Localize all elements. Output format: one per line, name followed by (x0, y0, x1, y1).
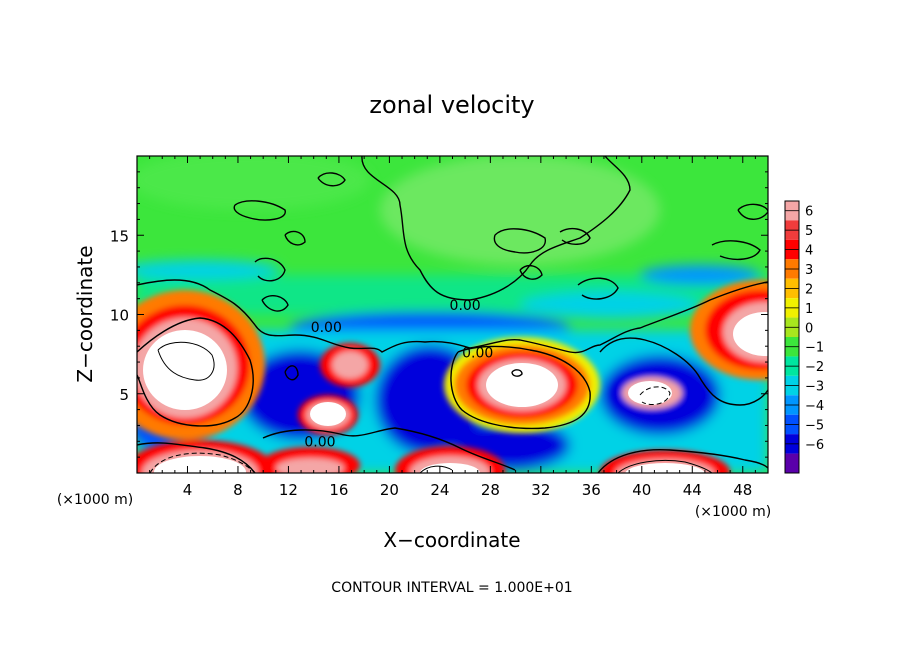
x-tick-label: 24 (430, 481, 449, 499)
x-tick-label: 12 (279, 481, 298, 499)
contour-label: 0.00 (462, 346, 493, 362)
colorbar: 6 5 4 3 2 1 0 −1 −2 −3 −4 −5 −6 (784, 200, 824, 474)
x-axis: 4 8 12 16 20 24 28 32 36 40 44 48 (149, 156, 756, 499)
colorbar-tick-label: 5 (805, 224, 813, 239)
colorbar-frame (784, 200, 800, 474)
colorbar-tick-label: −6 (805, 438, 824, 453)
contour-label: 0.00 (304, 434, 335, 450)
x-tick-label: 8 (233, 481, 243, 499)
contour-label: 0.00 (450, 298, 481, 314)
x-tick-label: 40 (632, 481, 651, 499)
x-unit-left: (×1000 m) (57, 492, 133, 508)
x-unit-right: (×1000 m) (695, 504, 771, 520)
colorbar-tick-label: −4 (805, 399, 824, 414)
x-axis-label: X−coordinate (383, 528, 520, 552)
y-tick-label: 15 (110, 227, 129, 245)
colorbar-swatch (785, 453, 799, 473)
chart-title: zonal velocity (369, 91, 534, 119)
contour-labels: 0.00 0.00 0.00 0.00 (304, 298, 493, 450)
colorbar-tick-label: 4 (805, 244, 813, 259)
colorbar-tick-label: 3 (805, 263, 813, 278)
colorbar-tick-label: −1 (805, 341, 824, 356)
x-tick-label: 36 (582, 481, 601, 499)
x-tick-label: 16 (329, 481, 348, 499)
y-axis: 5 10 15 (110, 171, 768, 458)
colorbar-tick-label: −3 (805, 380, 824, 395)
x-tick-label: 28 (481, 481, 500, 499)
y-axis-label: Z−coordinate (73, 245, 97, 382)
colorbar-tick-label: −5 (805, 418, 824, 433)
colorbar-tick-label: −2 (805, 360, 824, 375)
x-tick-label: 48 (733, 481, 752, 499)
x-tick-label: 32 (531, 481, 550, 499)
contour-interval-note: CONTOUR INTERVAL = 1.000E+01 (331, 580, 572, 596)
x-tick-label: 44 (683, 481, 702, 499)
colorbar-tick-label: 6 (805, 205, 813, 220)
x-tick-label: 20 (380, 481, 399, 499)
y-tick-label: 10 (110, 307, 129, 325)
heatmap-field (137, 156, 768, 473)
y-tick-label: 5 (119, 386, 129, 404)
colorbar-tick-label: 1 (805, 302, 813, 317)
colorbar-tick-label: 0 (805, 321, 813, 336)
x-tick-label: 4 (183, 481, 193, 499)
contour-label: 0.00 (311, 320, 342, 336)
colorbar-tick-label: 2 (805, 282, 813, 297)
